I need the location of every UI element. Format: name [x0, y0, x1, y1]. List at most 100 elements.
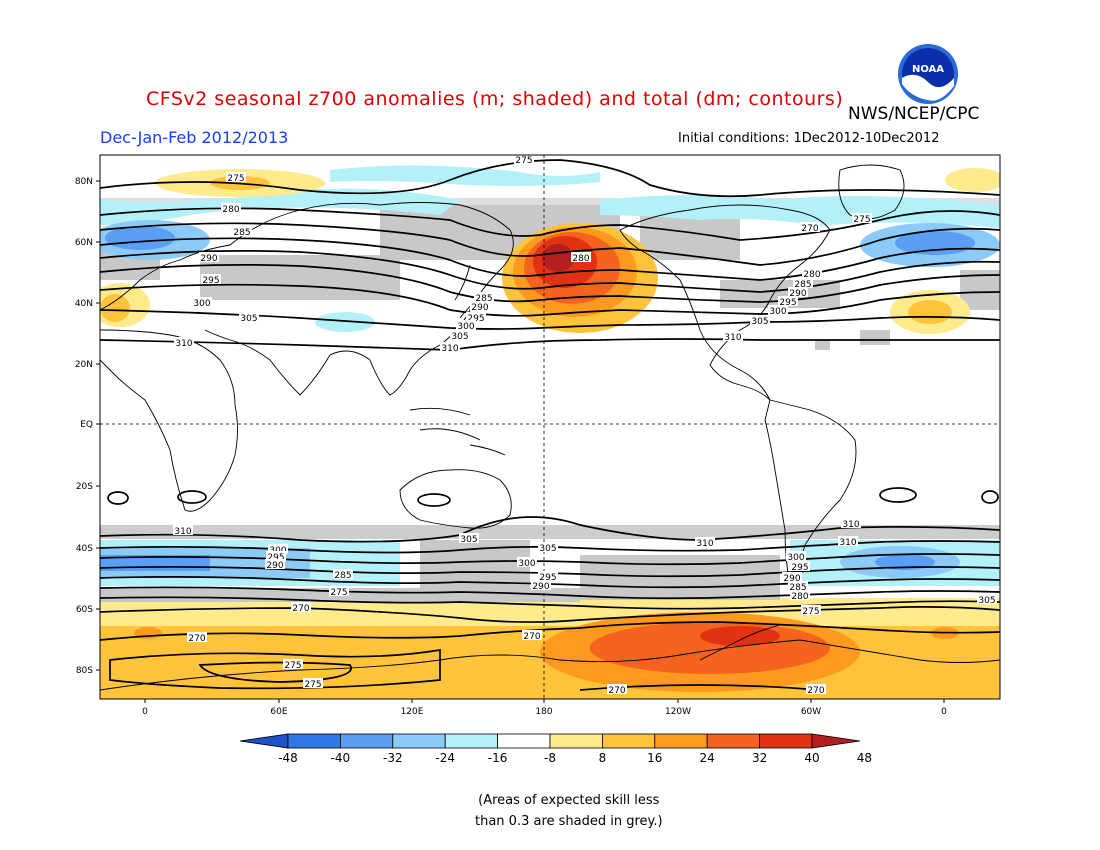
lat-tick-label: 20N	[75, 360, 93, 370]
lon-tick-label: 180	[535, 707, 552, 717]
skill-note-line2: than 0.3 are shaded in grey.)	[475, 814, 663, 829]
lat-tick-label: 40S	[76, 544, 93, 554]
lon-tick-label: 120W	[665, 707, 691, 717]
contour-label: 280	[791, 592, 808, 602]
contour-label: 280	[222, 205, 239, 215]
contour-label: 285	[794, 280, 811, 290]
colorbar: -48 -40 -32 -24 -16 -8 8 16 24 32 40 48	[239, 733, 872, 765]
contour-label: 305	[240, 314, 257, 324]
colorbar-tick-label: -24	[435, 751, 455, 765]
colorbar-tick-label: -8	[544, 751, 556, 765]
contour-label: 310	[175, 339, 192, 349]
contour-label: 280	[803, 270, 820, 280]
colorbar-tick-label: 40	[804, 751, 819, 765]
contour-label: 295	[779, 298, 796, 308]
contour-label: 290	[266, 561, 283, 571]
colorbar-arrow-left	[239, 733, 289, 749]
contour-label: 285	[233, 228, 250, 238]
colorbar-tick-label: 16	[647, 751, 662, 765]
contour-label: 270	[292, 604, 309, 614]
contour-label: 270	[801, 224, 818, 234]
colorbar-segment	[392, 733, 446, 749]
low-skill-shading	[100, 198, 1000, 602]
noaa-logo: NOAA	[898, 44, 958, 104]
agency-label: NWS/NCEP/CPC	[848, 104, 980, 124]
lat-tick-label: 80S	[76, 666, 93, 676]
colorbar-segment	[339, 733, 394, 749]
colorbar-segment	[706, 733, 761, 749]
contour-label: 275	[304, 680, 321, 690]
contour-label: 295	[202, 276, 219, 286]
reference-lines	[100, 155, 1000, 699]
colorbar-segment	[602, 733, 656, 749]
map-plot-area: 2752752802852902953003053102802852902953…	[100, 155, 1000, 699]
coastlines	[100, 164, 1000, 691]
contour-label: 310	[441, 344, 458, 354]
lat-tick-label: 60N	[75, 238, 93, 248]
contour-label: 290	[789, 289, 806, 299]
contour-label: 300	[518, 559, 535, 569]
contour-label: 300	[457, 322, 474, 332]
lon-tick-label: 0	[142, 707, 148, 717]
lon-tick-label: 120E	[401, 707, 424, 717]
contour-label: 275	[330, 588, 347, 598]
contour-label: 310	[174, 527, 191, 537]
contour-label: 290	[783, 574, 800, 584]
contour-label: 290	[200, 254, 217, 264]
anomaly-shading-north-blue	[100, 165, 1000, 332]
colorbar-tick-label: 48	[857, 751, 872, 765]
contour-label: 295	[467, 314, 484, 324]
contour-label: 310	[842, 520, 859, 530]
skill-note: (Areas of expected skill less than 0.3 a…	[475, 790, 663, 832]
colorbar-segment	[497, 733, 551, 749]
contour-label: 285	[789, 583, 806, 593]
contour-label: 275	[284, 661, 301, 671]
contour-label: 275	[227, 174, 244, 184]
contour-label: 285	[334, 571, 351, 581]
colorbar-tick-label: -40	[331, 751, 351, 765]
lat-tick-label: EQ	[80, 420, 93, 430]
chart-title: CFSv2 seasonal z700 anomalies (m; shaded…	[146, 88, 844, 110]
contour-label: 280	[572, 254, 589, 264]
colorbar-tick-label: 24	[700, 751, 715, 765]
contour-label: 305	[751, 317, 768, 327]
height-contours	[100, 159, 1000, 691]
contour-label: 310	[696, 539, 713, 549]
lon-tick-label: 60E	[270, 707, 287, 717]
contour-label: 310	[724, 333, 741, 343]
initial-conditions: Initial conditions: 1Dec2012-10Dec2012	[678, 131, 940, 146]
colorbar-arrow-right	[811, 733, 861, 749]
contour-label: 290	[532, 582, 549, 592]
colorbar-segment	[759, 733, 813, 749]
contour-label: 305	[539, 544, 556, 554]
contour-label: 300	[769, 307, 786, 317]
contour-label: 310	[839, 538, 856, 548]
lon-tick-label: 0	[941, 707, 947, 717]
contour-label: 275	[853, 215, 870, 225]
anomaly-shading-south	[100, 598, 1000, 699]
lat-tick-label: 20S	[76, 482, 93, 492]
contour-label: 275	[802, 607, 819, 617]
colorbar-tick-label: -32	[383, 751, 403, 765]
contour-label: 300	[787, 553, 804, 563]
lat-tick-label: 40N	[75, 299, 93, 309]
colorbar-tick-label: -48	[278, 751, 298, 765]
colorbar-segment	[654, 733, 708, 749]
skill-note-line1: (Areas of expected skill less	[478, 793, 660, 808]
contour-label: 305	[460, 535, 477, 545]
contour-label: 270	[807, 686, 824, 696]
lat-tick-label: 60S	[76, 605, 93, 615]
forecast-period: Dec-Jan-Feb 2012/2013	[100, 128, 289, 147]
contour-label: 295	[539, 573, 556, 583]
noaa-logo-text: NOAA	[912, 64, 944, 75]
lon-tick-label: 60W	[801, 707, 821, 717]
contour-label: 295	[791, 563, 808, 573]
contour-label: 300	[193, 299, 210, 309]
colorbar-tick-label: -16	[488, 751, 508, 765]
contour-label: 290	[471, 303, 488, 313]
lat-tick-label: 80N	[75, 177, 93, 187]
colorbar-segment	[444, 733, 499, 749]
contour-label: 270	[608, 686, 625, 696]
contour-label: 285	[475, 294, 492, 304]
